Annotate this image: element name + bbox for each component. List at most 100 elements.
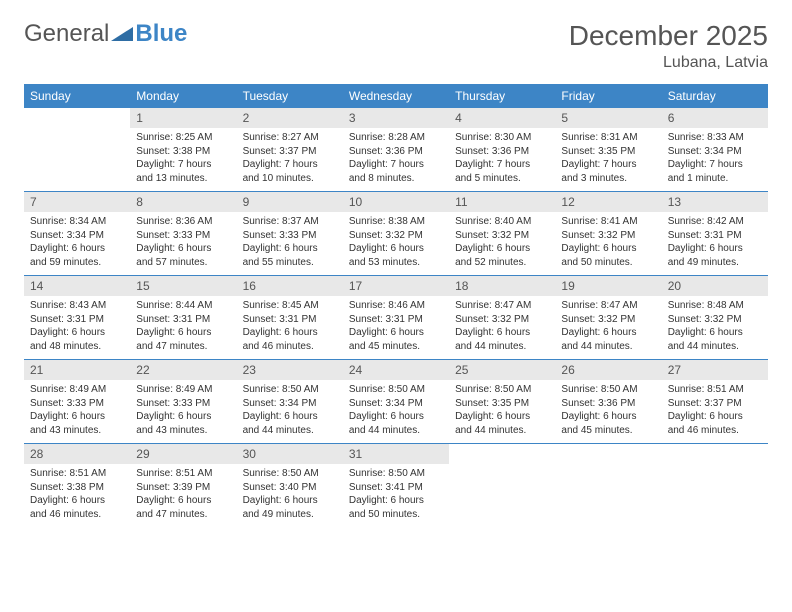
- daylight-text: Daylight: 7 hours and 1 minute.: [668, 158, 762, 185]
- calendar-cell: ..: [662, 444, 768, 528]
- daylight-text: Daylight: 6 hours and 48 minutes.: [30, 326, 124, 353]
- sunrise-text: Sunrise: 8:49 AM: [30, 383, 124, 397]
- sunset-text: Sunset: 3:31 PM: [30, 313, 124, 327]
- day-number: 4: [449, 108, 555, 128]
- calendar-cell: 27Sunrise: 8:51 AMSunset: 3:37 PMDayligh…: [662, 360, 768, 444]
- day-body: Sunrise: 8:51 AMSunset: 3:39 PMDaylight:…: [130, 464, 236, 527]
- calendar-cell: 26Sunrise: 8:50 AMSunset: 3:36 PMDayligh…: [555, 360, 661, 444]
- day-body: Sunrise: 8:30 AMSunset: 3:36 PMDaylight:…: [449, 128, 555, 191]
- daylight-text: Daylight: 6 hours and 52 minutes.: [455, 242, 549, 269]
- calendar-cell: 21Sunrise: 8:49 AMSunset: 3:33 PMDayligh…: [24, 360, 130, 444]
- calendar-cell: 22Sunrise: 8:49 AMSunset: 3:33 PMDayligh…: [130, 360, 236, 444]
- calendar-cell: 25Sunrise: 8:50 AMSunset: 3:35 PMDayligh…: [449, 360, 555, 444]
- calendar-cell: 23Sunrise: 8:50 AMSunset: 3:34 PMDayligh…: [237, 360, 343, 444]
- calendar-cell: 13Sunrise: 8:42 AMSunset: 3:31 PMDayligh…: [662, 192, 768, 276]
- sunrise-text: Sunrise: 8:27 AM: [243, 131, 337, 145]
- sunset-text: Sunset: 3:32 PM: [561, 313, 655, 327]
- calendar-cell: 5Sunrise: 8:31 AMSunset: 3:35 PMDaylight…: [555, 108, 661, 192]
- sunset-text: Sunset: 3:37 PM: [243, 145, 337, 159]
- day-body: Sunrise: 8:31 AMSunset: 3:35 PMDaylight:…: [555, 128, 661, 191]
- sunset-text: Sunset: 3:33 PM: [30, 397, 124, 411]
- weekday-header: Saturday: [662, 84, 768, 108]
- daylight-text: Daylight: 7 hours and 3 minutes.: [561, 158, 655, 185]
- sunrise-text: Sunrise: 8:36 AM: [136, 215, 230, 229]
- day-body: Sunrise: 8:50 AMSunset: 3:41 PMDaylight:…: [343, 464, 449, 527]
- day-number: 11: [449, 192, 555, 212]
- calendar-cell: 3Sunrise: 8:28 AMSunset: 3:36 PMDaylight…: [343, 108, 449, 192]
- daylight-text: Daylight: 7 hours and 10 minutes.: [243, 158, 337, 185]
- sunrise-text: Sunrise: 8:45 AM: [243, 299, 337, 313]
- calendar-cell: 24Sunrise: 8:50 AMSunset: 3:34 PMDayligh…: [343, 360, 449, 444]
- calendar-cell: 28Sunrise: 8:51 AMSunset: 3:38 PMDayligh…: [24, 444, 130, 528]
- day-body: Sunrise: 8:33 AMSunset: 3:34 PMDaylight:…: [662, 128, 768, 191]
- day-number: 23: [237, 360, 343, 380]
- daylight-text: Daylight: 6 hours and 44 minutes.: [349, 410, 443, 437]
- sunset-text: Sunset: 3:37 PM: [668, 397, 762, 411]
- sunset-text: Sunset: 3:31 PM: [243, 313, 337, 327]
- sunset-text: Sunset: 3:41 PM: [349, 481, 443, 495]
- daylight-text: Daylight: 6 hours and 59 minutes.: [30, 242, 124, 269]
- day-number: 3: [343, 108, 449, 128]
- sunrise-text: Sunrise: 8:47 AM: [455, 299, 549, 313]
- daylight-text: Daylight: 6 hours and 43 minutes.: [136, 410, 230, 437]
- weekday-header: Tuesday: [237, 84, 343, 108]
- month-title: December 2025: [569, 20, 768, 52]
- logo-text-blue: Blue: [135, 20, 187, 48]
- day-body: Sunrise: 8:44 AMSunset: 3:31 PMDaylight:…: [130, 296, 236, 359]
- day-body: Sunrise: 8:43 AMSunset: 3:31 PMDaylight:…: [24, 296, 130, 359]
- sunrise-text: Sunrise: 8:28 AM: [349, 131, 443, 145]
- sunrise-text: Sunrise: 8:43 AM: [30, 299, 124, 313]
- day-number: 26: [555, 360, 661, 380]
- sunrise-text: Sunrise: 8:51 AM: [30, 467, 124, 481]
- calendar-header: SundayMondayTuesdayWednesdayThursdayFrid…: [24, 84, 768, 108]
- sunset-text: Sunset: 3:39 PM: [136, 481, 230, 495]
- sunset-text: Sunset: 3:36 PM: [561, 397, 655, 411]
- calendar-cell: 8Sunrise: 8:36 AMSunset: 3:33 PMDaylight…: [130, 192, 236, 276]
- sunset-text: Sunset: 3:31 PM: [349, 313, 443, 327]
- calendar-cell: 1Sunrise: 8:25 AMSunset: 3:38 PMDaylight…: [130, 108, 236, 192]
- day-number: 25: [449, 360, 555, 380]
- sunset-text: Sunset: 3:34 PM: [243, 397, 337, 411]
- calendar-week: 7Sunrise: 8:34 AMSunset: 3:34 PMDaylight…: [24, 192, 768, 276]
- daylight-text: Daylight: 6 hours and 57 minutes.: [136, 242, 230, 269]
- calendar-cell: ..: [555, 444, 661, 528]
- day-number: 15: [130, 276, 236, 296]
- daylight-text: Daylight: 6 hours and 45 minutes.: [349, 326, 443, 353]
- daylight-text: Daylight: 7 hours and 13 minutes.: [136, 158, 230, 185]
- daylight-text: Daylight: 6 hours and 46 minutes.: [30, 494, 124, 521]
- sunrise-text: Sunrise: 8:47 AM: [561, 299, 655, 313]
- day-number: 6: [662, 108, 768, 128]
- sunrise-text: Sunrise: 8:50 AM: [561, 383, 655, 397]
- daylight-text: Daylight: 6 hours and 43 minutes.: [30, 410, 124, 437]
- daylight-text: Daylight: 6 hours and 46 minutes.: [243, 326, 337, 353]
- day-body: Sunrise: 8:51 AMSunset: 3:38 PMDaylight:…: [24, 464, 130, 527]
- day-body: Sunrise: 8:50 AMSunset: 3:36 PMDaylight:…: [555, 380, 661, 443]
- day-number: 18: [449, 276, 555, 296]
- calendar-cell: 7Sunrise: 8:34 AMSunset: 3:34 PMDaylight…: [24, 192, 130, 276]
- weekday-header: Wednesday: [343, 84, 449, 108]
- calendar-cell: 17Sunrise: 8:46 AMSunset: 3:31 PMDayligh…: [343, 276, 449, 360]
- daylight-text: Daylight: 6 hours and 47 minutes.: [136, 326, 230, 353]
- sunset-text: Sunset: 3:33 PM: [243, 229, 337, 243]
- sunrise-text: Sunrise: 8:30 AM: [455, 131, 549, 145]
- daylight-text: Daylight: 7 hours and 8 minutes.: [349, 158, 443, 185]
- day-body: Sunrise: 8:42 AMSunset: 3:31 PMDaylight:…: [662, 212, 768, 275]
- calendar-cell: 6Sunrise: 8:33 AMSunset: 3:34 PMDaylight…: [662, 108, 768, 192]
- day-number: 9: [237, 192, 343, 212]
- sunrise-text: Sunrise: 8:37 AM: [243, 215, 337, 229]
- calendar-body: .. 1Sunrise: 8:25 AMSunset: 3:38 PMDaylig…: [24, 108, 768, 527]
- daylight-text: Daylight: 6 hours and 49 minutes.: [243, 494, 337, 521]
- daylight-text: Daylight: 6 hours and 47 minutes.: [136, 494, 230, 521]
- day-body: Sunrise: 8:50 AMSunset: 3:40 PMDaylight:…: [237, 464, 343, 527]
- sunset-text: Sunset: 3:34 PM: [349, 397, 443, 411]
- daylight-text: Daylight: 6 hours and 44 minutes.: [668, 326, 762, 353]
- sunrise-text: Sunrise: 8:48 AM: [668, 299, 762, 313]
- day-number: 10: [343, 192, 449, 212]
- calendar-cell: 10Sunrise: 8:38 AMSunset: 3:32 PMDayligh…: [343, 192, 449, 276]
- calendar-cell: 20Sunrise: 8:48 AMSunset: 3:32 PMDayligh…: [662, 276, 768, 360]
- day-body: Sunrise: 8:40 AMSunset: 3:32 PMDaylight:…: [449, 212, 555, 275]
- day-number: 30: [237, 444, 343, 464]
- calendar-week: 14Sunrise: 8:43 AMSunset: 3:31 PMDayligh…: [24, 276, 768, 360]
- day-number: 20: [662, 276, 768, 296]
- day-body: Sunrise: 8:45 AMSunset: 3:31 PMDaylight:…: [237, 296, 343, 359]
